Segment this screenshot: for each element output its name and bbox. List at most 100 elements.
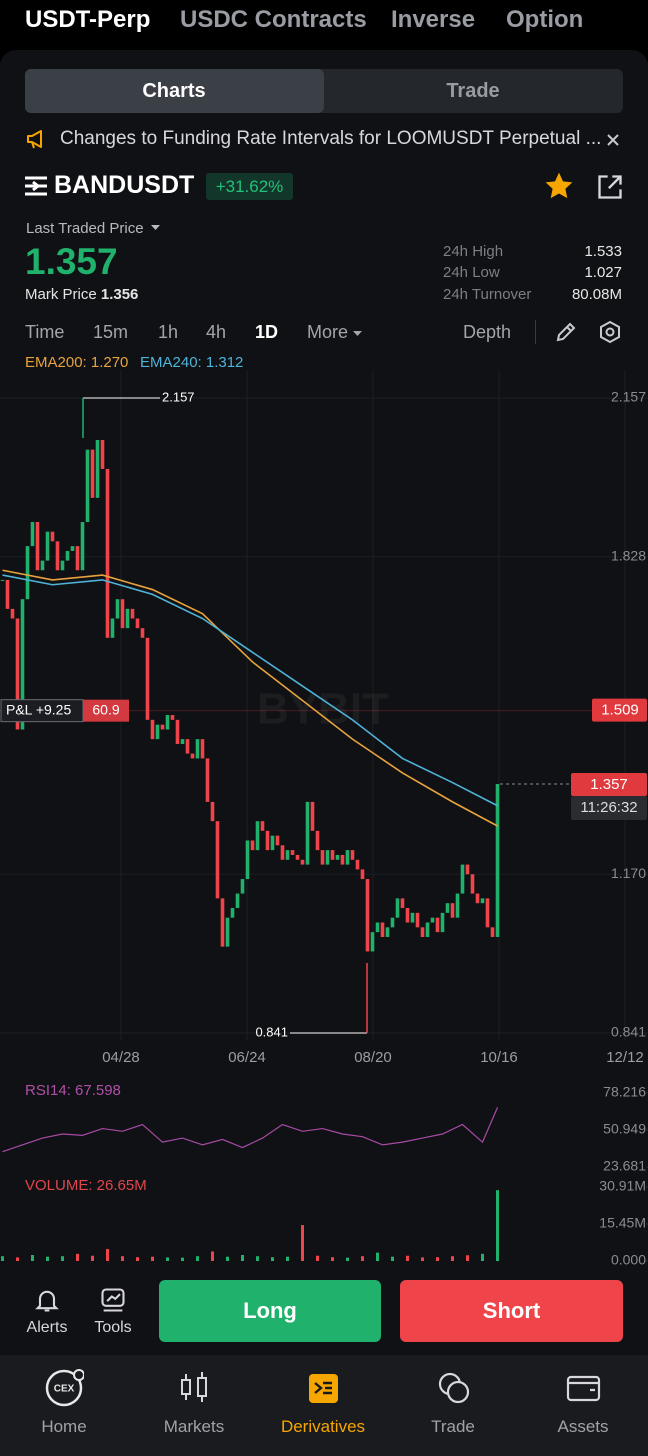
candle	[495, 784, 500, 937]
price-label[interactable]: Last Traded Price	[26, 221, 163, 236]
x-tick-label: 08/20	[354, 1049, 392, 1066]
tab[interactable]: USDT-Perp	[25, 6, 151, 33]
markets-icon[interactable]	[178, 1370, 210, 1406]
volume-bar	[166, 1257, 169, 1261]
ref-price-tag	[592, 698, 647, 722]
legend-entry: EMA200: 1.270	[25, 354, 128, 371]
candle	[210, 801, 215, 822]
candle	[370, 932, 375, 952]
depth-tab[interactable]: Depth	[463, 322, 512, 342]
candle	[460, 864, 465, 894]
candle	[180, 739, 185, 744]
candle	[50, 531, 55, 542]
volume-bar	[16, 1257, 19, 1261]
candle	[380, 922, 385, 937]
interval[interactable]: 4h	[206, 322, 227, 342]
candle	[0, 579, 5, 581]
volume-bar	[286, 1256, 289, 1261]
tab[interactable]: Option	[506, 6, 584, 33]
segment[interactable]: Charts	[142, 80, 206, 102]
candle	[435, 917, 440, 933]
candle	[295, 854, 300, 860]
nav-label[interactable]: Home	[41, 1417, 87, 1436]
stat-value: 80.08M	[571, 286, 622, 303]
pane-title: RSI14: 67.598	[25, 1082, 121, 1099]
candle	[70, 546, 75, 551]
bell-icon[interactable]	[33, 1286, 61, 1314]
segment[interactable]: Trade	[446, 80, 500, 102]
nav-label-active[interactable]: Derivatives	[280, 1417, 366, 1436]
cex-badge: CEX	[54, 1384, 75, 1395]
candle	[80, 522, 85, 571]
volume-bar	[61, 1256, 64, 1261]
tool-label[interactable]: Alerts	[26, 1319, 68, 1336]
tab[interactable]: Inverse	[391, 6, 476, 33]
banner-text[interactable]: Changes to Funding Rate Intervals for LO…	[60, 128, 602, 149]
candle	[385, 927, 390, 937]
candle	[275, 835, 280, 846]
share-icon[interactable]	[596, 173, 624, 201]
candle	[355, 859, 360, 870]
rsi-line	[2, 1107, 499, 1153]
interval[interactable]: Time	[25, 322, 65, 342]
y-tick-label: 78.216	[603, 1084, 646, 1100]
x-tick-label: 12/12	[606, 1049, 644, 1066]
draw-icon[interactable]	[554, 320, 578, 344]
volume-bar	[436, 1257, 439, 1261]
candle	[375, 922, 380, 933]
candle	[240, 879, 245, 894]
candle	[135, 618, 140, 629]
settings-icon[interactable]	[598, 320, 622, 344]
candle	[490, 927, 495, 937]
candle	[305, 801, 310, 865]
assets-icon[interactable]	[566, 1372, 602, 1404]
candle	[55, 541, 60, 571]
nav-label[interactable]: Trade	[431, 1417, 475, 1436]
nav-label[interactable]: Markets	[163, 1417, 225, 1436]
last-price-label: 1.357	[590, 776, 628, 793]
candle	[225, 917, 230, 947]
tab[interactable]: USDC Contracts	[180, 6, 367, 33]
interval[interactable]: 1h	[158, 322, 179, 342]
volume-bar	[196, 1256, 199, 1261]
candle	[485, 898, 490, 928]
candle	[360, 869, 365, 880]
candle	[350, 850, 355, 860]
candle	[290, 850, 295, 855]
low-marker-label: 0.841	[255, 1024, 288, 1039]
symbol[interactable]: BANDUSDT	[54, 171, 195, 199]
close-icon[interactable]	[606, 133, 620, 147]
candle	[145, 637, 150, 720]
candle	[395, 898, 400, 918]
y-tick-label: 0.000	[611, 1252, 646, 1268]
nav-label[interactable]: Assets	[557, 1417, 609, 1436]
volume-bar	[346, 1257, 349, 1261]
home-icon[interactable]: CEX	[44, 1368, 84, 1408]
y-tick-label: 1.170	[611, 865, 646, 881]
tools-icon[interactable]	[99, 1286, 127, 1314]
interval-more[interactable]: More	[307, 323, 364, 341]
candle	[300, 859, 305, 865]
ema-line	[2, 574, 498, 807]
star-icon[interactable]	[543, 170, 575, 202]
trade-icon[interactable]	[436, 1370, 472, 1406]
candle	[185, 739, 190, 754]
interval[interactable]: 15m	[93, 322, 129, 342]
megaphone-icon	[27, 130, 42, 149]
x-tick-label: 04/28	[102, 1049, 140, 1066]
menu-icon[interactable]	[25, 176, 47, 196]
tool-label[interactable]: Tools	[94, 1319, 132, 1336]
volume-bar	[241, 1255, 244, 1261]
high-marker-label: 2.157	[162, 389, 195, 404]
short-button[interactable]: Short	[400, 1280, 623, 1342]
candle	[65, 550, 70, 561]
watermark: BYBIT	[257, 685, 389, 734]
derivatives-icon[interactable]	[308, 1373, 339, 1404]
countdown-tag	[571, 796, 647, 821]
candle	[100, 439, 105, 469]
long-button[interactable]: Long	[159, 1280, 381, 1342]
interval-active[interactable]: 1D	[255, 322, 279, 342]
volume-bar	[391, 1256, 394, 1261]
candle	[105, 468, 110, 638]
volume-bar	[481, 1253, 484, 1261]
